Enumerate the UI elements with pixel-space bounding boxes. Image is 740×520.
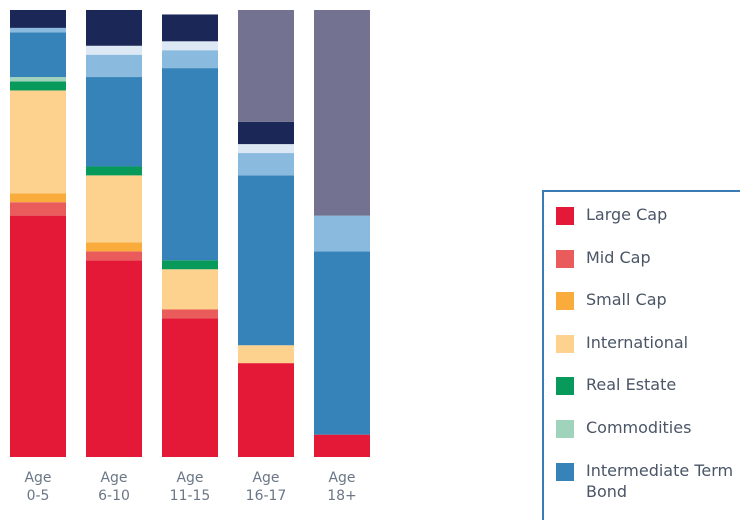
- bar-segment-3-0: [238, 363, 294, 457]
- bar-segment-2-0: [162, 318, 218, 457]
- bar-segment-4-10: [314, 10, 370, 216]
- bar-segment-0-9: [10, 10, 66, 28]
- bar-segment-2-4: [162, 260, 218, 270]
- legend: Large Cap Mid Cap Small Cap International Re…: [542, 190, 740, 520]
- bar-segment-2-6: [162, 68, 218, 261]
- legend-item: Large Cap: [556, 204, 667, 225]
- x-tick-label: Age: [176, 470, 203, 486]
- bar-segment-0-4: [10, 81, 66, 91]
- legend-swatch: [556, 420, 574, 438]
- bar-segment-1-0: [86, 260, 142, 457]
- legend-label: Large Cap: [586, 205, 668, 224]
- legend-label: Real Estate: [586, 375, 677, 395]
- legend-item: Commodities: [556, 417, 691, 438]
- bar-segment-2-1: [162, 309, 218, 319]
- legend-swatch: [556, 377, 574, 396]
- bar-segment-3-10: [238, 10, 294, 122]
- x-tick-label: Age: [252, 470, 279, 486]
- bar-segment-4-0: [314, 434, 370, 457]
- legend-item: Real Estate: [556, 374, 677, 396]
- legend-item: Small Cap: [556, 289, 667, 311]
- bar-segment-1-6: [86, 77, 142, 167]
- bar-segment-0-1: [10, 202, 66, 216]
- bar-segment-4-7: [314, 215, 370, 252]
- x-tick-label: Age: [24, 470, 51, 486]
- bar-segment-0-7: [10, 27, 66, 33]
- bar-segment-0-5: [10, 77, 66, 82]
- legend-swatch: [556, 334, 574, 353]
- bar-segment-3-6: [238, 175, 294, 346]
- bar-segment-3-8: [238, 144, 294, 154]
- bar-segment-3-3: [238, 345, 294, 364]
- legend-item: Mid Cap: [556, 247, 651, 268]
- bar-segment-4-6: [314, 251, 370, 435]
- stacked-bar-chart: Age 0-5 Age 6-10 Age 11-15 Age 16-17 Age 18+: [10, 10, 370, 504]
- legend-swatch: [556, 292, 574, 311]
- bar-segment-0-2: [10, 193, 66, 203]
- x-tick-label: Age: [328, 470, 355, 486]
- x-tick-label: Age: [100, 470, 127, 486]
- bar-segment-1-8: [86, 45, 142, 55]
- legend-label: Intermediate Term Bond: [586, 460, 734, 501]
- legend-label: Commodities: [586, 418, 692, 437]
- bar-segment-3-9: [238, 121, 294, 145]
- x-tick-label: 16-17: [246, 488, 287, 504]
- bar-segment-0-6: [10, 32, 66, 78]
- bar-segment-2-3: [162, 269, 218, 310]
- bar-segment-2-7: [162, 50, 218, 69]
- legend-item: Intermediate Term Bond: [556, 460, 736, 502]
- bar-segment-0-0: [10, 215, 66, 457]
- legend-label: Small Cap: [586, 290, 667, 310]
- bar-segment-0-3: [10, 90, 66, 194]
- x-tick-label: 6-10: [98, 488, 130, 504]
- bar-segment-1-7: [86, 54, 142, 78]
- bar-segment-1-1: [86, 251, 142, 261]
- bar-segment-1-2: [86, 242, 142, 252]
- bar-segment-2-8: [162, 41, 218, 51]
- legend-label: Mid Cap: [586, 247, 651, 267]
- bar-segment-1-3: [86, 175, 142, 243]
- bar-segment-3-7: [238, 153, 294, 176]
- x-tick-label: 0-5: [27, 488, 50, 504]
- legend-label: International: [586, 332, 689, 352]
- legend-swatch: [556, 249, 574, 268]
- legend-item: International: [556, 332, 688, 353]
- bar-segment-1-4: [86, 166, 142, 176]
- bar-segment-1-9: [86, 10, 142, 46]
- x-tick-label: 11-15: [170, 488, 211, 504]
- bar-segment-2-9: [162, 14, 218, 42]
- legend-swatch: [556, 462, 574, 481]
- legend-swatch: [556, 207, 574, 225]
- x-tick-label: 18+: [327, 488, 357, 504]
